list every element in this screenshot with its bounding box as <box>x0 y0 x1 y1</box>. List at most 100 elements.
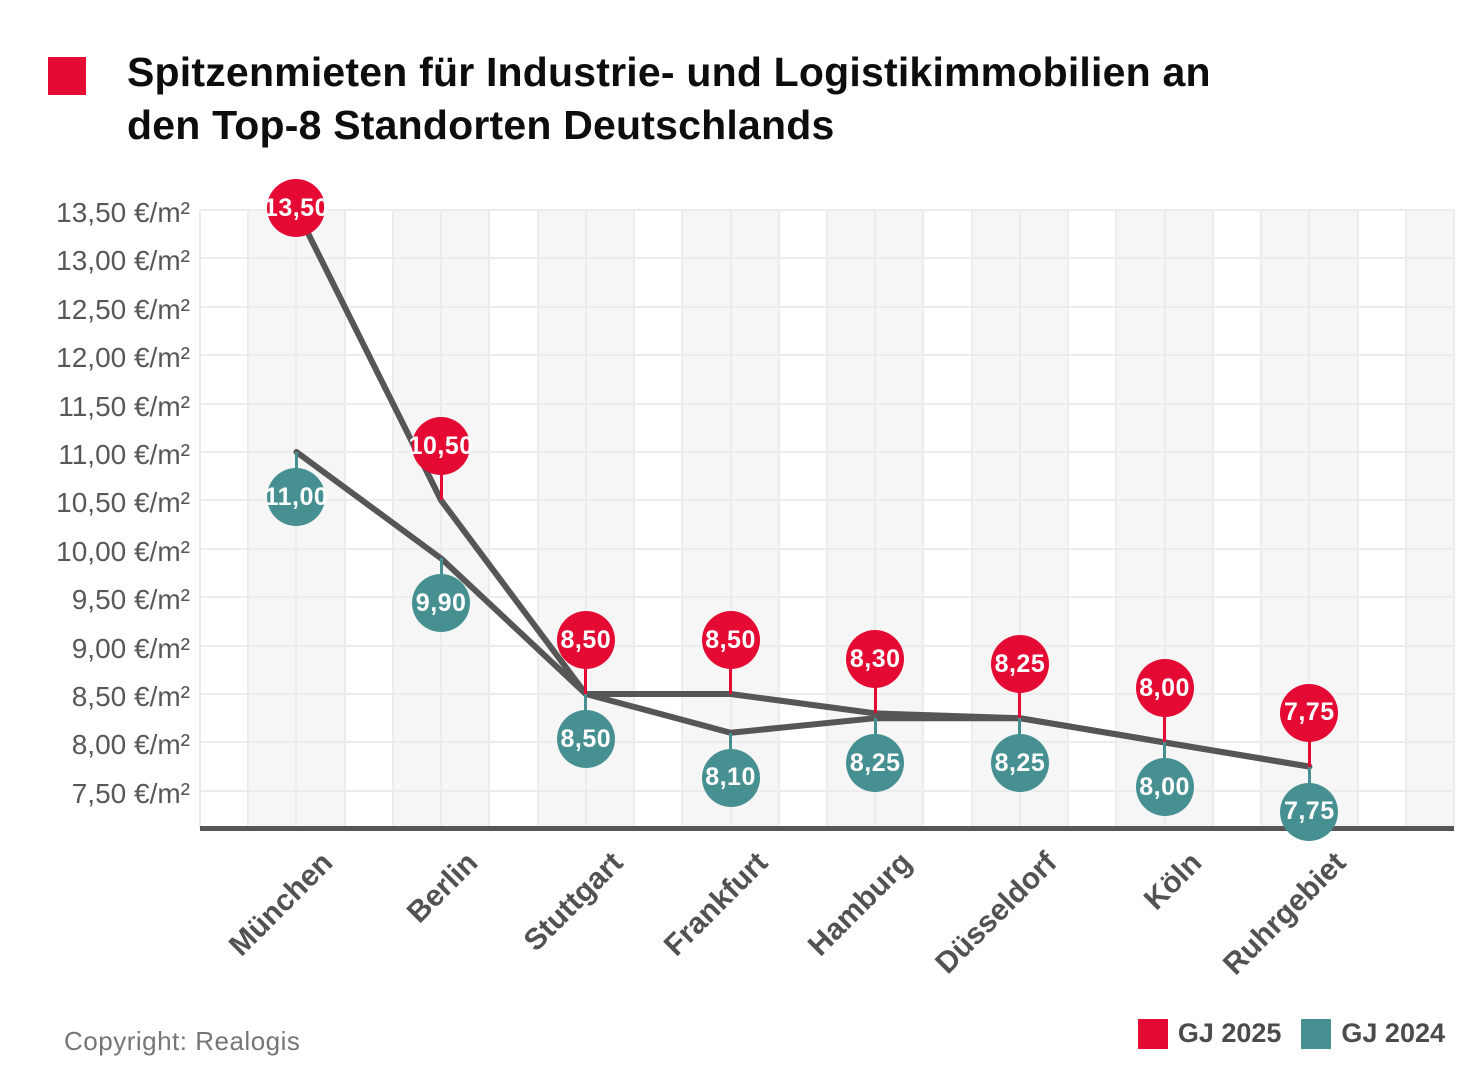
data-point-bubble: 7,75 <box>1280 782 1339 841</box>
chart-title: Spitzenmieten für Industrie- und Logisti… <box>127 46 1367 152</box>
grid-line-vertical <box>1211 210 1214 828</box>
legend: GJ 2025 GJ 2024 <box>1137 1018 1445 1049</box>
grid-line-horizontal <box>200 209 1454 211</box>
grid-cell <box>392 210 442 828</box>
grid-cell <box>971 210 1021 828</box>
grid-cell <box>634 210 683 828</box>
grid-line-vertical <box>1067 210 1070 828</box>
data-point-bubble: 10,50 <box>409 417 473 476</box>
grid-line-vertical <box>729 210 732 828</box>
point-stem <box>584 667 588 694</box>
point-stem <box>1163 742 1167 761</box>
point-stem <box>1307 766 1311 785</box>
grid-line-horizontal <box>200 257 1454 260</box>
legend-item-gj-2025: GJ 2025 <box>1137 1018 1282 1049</box>
grid-line-vertical <box>633 210 636 828</box>
grid-line-vertical <box>247 210 250 828</box>
grid-line-vertical <box>1115 210 1118 828</box>
point-stem <box>873 718 877 737</box>
grid-line-vertical <box>1163 210 1166 828</box>
y-axis-label: 10,00 €/m² <box>56 535 190 567</box>
legend-swatch <box>1301 1018 1332 1049</box>
data-point-bubble: 8,50 <box>701 611 760 669</box>
legend-swatch <box>1137 1018 1168 1049</box>
legend-label: GJ 2024 <box>1341 1018 1445 1048</box>
y-axis-label: 10,50 €/m² <box>56 487 190 519</box>
grid-line-vertical <box>1404 210 1407 828</box>
grid-cell <box>1164 210 1214 828</box>
grid-line-horizontal <box>200 547 1454 550</box>
grid-line-horizontal <box>200 693 1454 695</box>
y-axis-label: 13,50 €/m² <box>56 197 190 228</box>
y-axis-label: 11,00 €/m² <box>58 439 190 470</box>
y-axis-label: 9,50 €/m² <box>71 584 190 616</box>
grid-line-horizontal <box>200 305 1454 308</box>
grid-cell <box>200 210 249 828</box>
data-point-bubble: 8,50 <box>556 710 615 768</box>
grid-line-vertical <box>922 210 925 828</box>
y-axis-label: 11,50 €/m² <box>58 390 190 422</box>
point-stem <box>1018 718 1022 737</box>
grid-cell <box>1357 210 1407 828</box>
data-point-bubble: 9,90 <box>412 574 471 633</box>
data-point-bubble: 8,00 <box>1135 758 1194 817</box>
x-axis-line <box>200 826 1454 831</box>
data-point-bubble: 8,25 <box>990 635 1049 694</box>
grid-line-vertical <box>826 210 828 828</box>
y-axis-label: 9,00 €/m² <box>71 632 190 664</box>
grid-line-vertical <box>777 210 780 828</box>
grid-line-horizontal <box>200 789 1454 792</box>
data-point-bubble: 13,50 <box>264 179 328 237</box>
y-axis-label: 12,50 €/m² <box>56 293 190 325</box>
grid-line-vertical <box>584 210 587 828</box>
grid-line-horizontal <box>200 354 1454 357</box>
title-bullet-square <box>48 57 86 95</box>
copyright-text: Copyright: Realogis <box>64 1026 301 1056</box>
legend-item-gj-2024: GJ 2024 <box>1301 1018 1445 1049</box>
grid-line-vertical <box>681 210 684 828</box>
point-stem <box>1163 715 1167 743</box>
point-stem <box>1018 691 1022 719</box>
point-stem <box>439 558 443 577</box>
grid-cell <box>489 210 539 828</box>
grid-line-vertical <box>1356 210 1359 828</box>
grid-line-horizontal <box>200 499 1454 502</box>
grid-line-vertical <box>1018 210 1021 828</box>
y-axis-label: 13,00 €/m² <box>56 245 190 277</box>
grid-cell <box>875 210 924 828</box>
grid-line-vertical <box>1260 210 1263 828</box>
y-axis-label: 12,00 €/m² <box>56 342 190 374</box>
data-point-bubble: 8,50 <box>556 611 615 669</box>
grid-line-horizontal <box>200 644 1454 647</box>
grid-line-vertical <box>391 210 394 828</box>
grid-line-vertical <box>536 210 539 828</box>
point-stem <box>729 732 733 751</box>
data-point-bubble: 11,00 <box>265 468 328 526</box>
point-stem <box>729 667 733 694</box>
series-line-gj2024 <box>293 449 1313 770</box>
grid-line-horizontal <box>200 596 1454 599</box>
point-stem <box>439 473 443 501</box>
chart-title-line-1: Spitzenmieten für Industrie- und Logisti… <box>127 49 1211 95</box>
grid-line-vertical <box>488 210 491 828</box>
grid-line-vertical <box>970 210 973 828</box>
data-point-bubble: 8,25 <box>990 734 1049 793</box>
grid-cell <box>1116 210 1166 828</box>
legend-label: GJ 2025 <box>1177 1018 1282 1048</box>
grid-cell <box>1212 210 1262 828</box>
data-point-bubble: 7,75 <box>1280 683 1339 742</box>
chart-title-line-2: den Top-8 Standorten Deutschlands <box>127 102 835 148</box>
y-axis-label: 7,50 €/m² <box>71 777 190 809</box>
data-point-bubble: 8,00 <box>1135 659 1194 718</box>
grid-line-vertical <box>199 210 201 828</box>
point-stem <box>294 452 298 470</box>
grid-cell <box>730 210 780 828</box>
grid-line-horizontal <box>200 451 1454 453</box>
data-point-bubble: 8,10 <box>701 748 760 807</box>
grid-cell <box>441 210 490 828</box>
grid-line-vertical <box>343 210 346 828</box>
point-stem <box>1307 739 1311 767</box>
